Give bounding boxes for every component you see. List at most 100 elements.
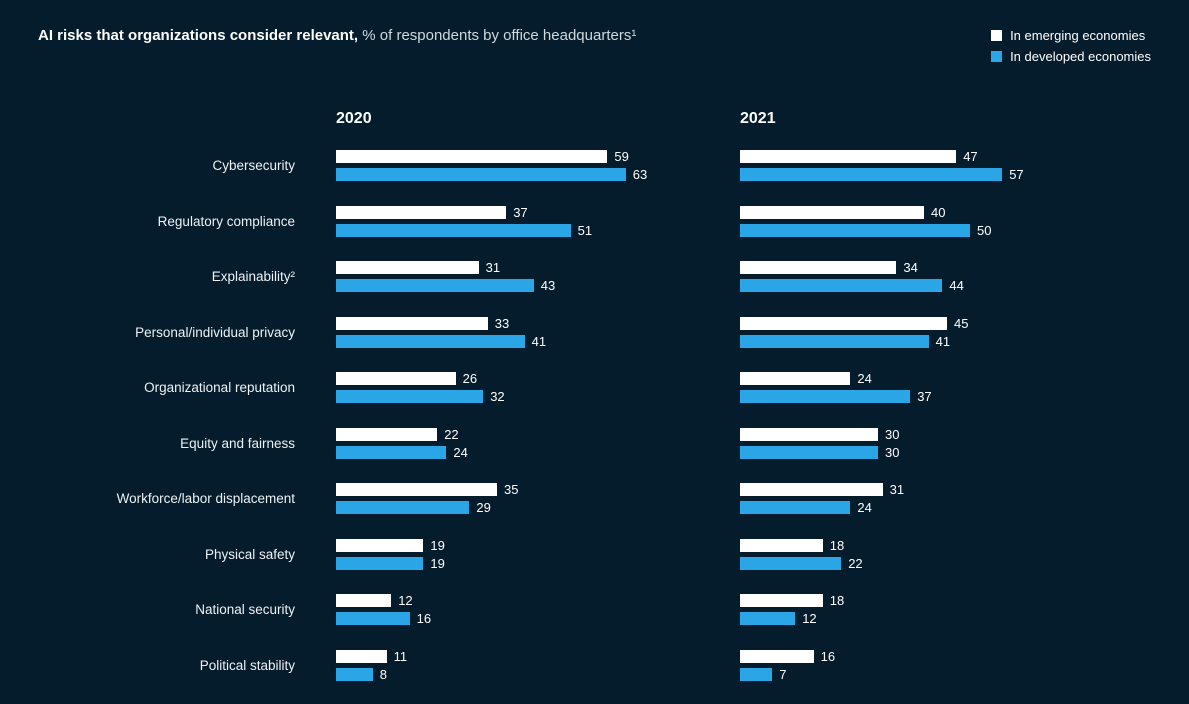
- bar-line: 40: [740, 205, 1189, 220]
- value-label: 12: [802, 611, 817, 627]
- bar-group-2021: 45 41: [740, 315, 1189, 349]
- bar-developed-economies: [336, 556, 424, 570]
- value-label: 35: [504, 482, 519, 498]
- bar-line: 12: [336, 593, 740, 608]
- bar-developed-economies: [740, 279, 943, 293]
- bar-line: 11: [336, 648, 740, 664]
- bar-line: 50: [740, 222, 1189, 238]
- value-label: 30: [885, 426, 900, 442]
- bar-emerging-economies: [740, 261, 897, 275]
- bar-line: 7: [740, 666, 1189, 682]
- bar-developed-economies: [740, 223, 970, 237]
- value-label: 7: [779, 666, 787, 682]
- bar-line: 37: [740, 389, 1189, 405]
- bar-line: 34: [740, 260, 1189, 275]
- bar-group-2021: 40 50: [740, 205, 1189, 238]
- bar-line: 51: [336, 222, 740, 238]
- bar-line: 47: [740, 149, 1189, 165]
- bar-line: 29: [336, 500, 740, 516]
- value-label: 59: [614, 149, 629, 165]
- group-header-spacer: [0, 110, 336, 128]
- bar-line: 44: [740, 278, 1189, 294]
- value-label: 24: [857, 371, 872, 387]
- bar-line: 19: [336, 555, 740, 571]
- bar-line: 30: [740, 445, 1189, 460]
- value-label: 45: [954, 315, 969, 331]
- value-label: 29: [476, 500, 491, 516]
- bar-emerging-economies: [740, 205, 924, 219]
- category-label: Personal/individual privacy: [135, 324, 295, 340]
- bar-developed-economies: [740, 390, 911, 404]
- bar-line: 12: [740, 611, 1189, 627]
- category-label: Regulatory compliance: [157, 213, 295, 229]
- bar-group-2020: 11 8: [336, 648, 740, 682]
- category-label: National security: [195, 602, 295, 618]
- bar-developed-economies: [740, 612, 796, 626]
- bar-line: 59: [336, 149, 740, 165]
- bar-line: 22: [740, 555, 1189, 571]
- category-label: Organizational reputation: [144, 380, 295, 396]
- bar-line: 30: [740, 426, 1189, 442]
- chart-header: AI risks that organizations consider rel…: [0, 0, 1189, 64]
- bar-line: 18: [740, 593, 1189, 609]
- bar-developed-economies: [740, 501, 851, 515]
- category-label: Explainability²: [211, 269, 295, 285]
- bar-line: 24: [740, 500, 1189, 516]
- group-header-2021: 2021: [740, 110, 776, 127]
- bar-emerging-economies: [740, 316, 947, 330]
- bar-group-2020: 26 32: [336, 371, 740, 405]
- bar-group-2021: 31 24: [740, 482, 1189, 516]
- bar-emerging-economies: [740, 372, 851, 386]
- chart-row: Cybersecurity 59 63 47 57: [0, 138, 1189, 194]
- bar-emerging-economies: [740, 150, 957, 164]
- bar-line: 35: [336, 482, 740, 498]
- value-label: 19: [430, 555, 445, 571]
- chart-row: Physical safety 19 19 18 22: [0, 527, 1189, 583]
- value-label: 18: [829, 593, 845, 609]
- value-label: 43: [540, 278, 556, 294]
- value-label: 51: [577, 222, 593, 238]
- value-label: 22: [848, 555, 863, 571]
- bar-group-2021: 34 44: [740, 260, 1189, 294]
- group-header-2020: 2020: [336, 110, 372, 127]
- chart-rows: Cybersecurity 59 63 47 57 Regulatory complian…: [0, 138, 1189, 693]
- bar-line: 37: [336, 204, 740, 220]
- value-label: 11: [393, 648, 408, 664]
- value-label: 57: [1009, 167, 1024, 183]
- bar-emerging-economies: [336, 205, 507, 219]
- bar-line: 16: [336, 611, 740, 626]
- value-label: 24: [453, 444, 468, 460]
- group-header-row: 2020 2021: [0, 110, 1189, 128]
- chart-title: AI risks that organizations consider rel…: [38, 26, 636, 46]
- value-label: 37: [917, 389, 932, 405]
- chart-row: Political stability 11 8 16 7: [0, 638, 1189, 694]
- bar-developed-economies: [740, 445, 878, 459]
- chart-subtitle: % of respondents by office headquarters¹: [358, 27, 637, 44]
- value-label: 18: [829, 537, 845, 553]
- value-label: 44: [949, 278, 964, 294]
- bar-emerging-economies: [336, 316, 488, 330]
- category-label: Physical safety: [204, 546, 295, 562]
- chart-row: Workforce/labor displacement 35 29 31 24: [0, 471, 1189, 527]
- value-label: 31: [889, 482, 905, 498]
- value-label: 50: [977, 222, 992, 238]
- bar-line: 41: [336, 334, 740, 349]
- bar-developed-economies: [336, 279, 534, 293]
- bar-group-2020: 37 51: [336, 204, 740, 238]
- category-label: Cybersecurity: [212, 158, 295, 174]
- value-label: 24: [857, 500, 872, 516]
- value-label: 47: [963, 149, 978, 165]
- bar-line: 8: [336, 667, 740, 682]
- bar-developed-economies: [740, 334, 929, 348]
- value-label: 32: [490, 389, 505, 405]
- bar-emerging-economies: [740, 483, 883, 497]
- bar-group-2021: 18 12: [740, 593, 1189, 627]
- value-label: 37: [513, 204, 528, 220]
- legend-swatch-developed: [991, 51, 1003, 62]
- legend-swatch-emerging: [991, 30, 1003, 41]
- bar-line: 41: [740, 334, 1189, 349]
- bar-line: 26: [336, 371, 740, 386]
- bar-emerging-economies: [336, 649, 387, 663]
- value-label: 63: [632, 167, 648, 183]
- value-label: 33: [494, 315, 510, 331]
